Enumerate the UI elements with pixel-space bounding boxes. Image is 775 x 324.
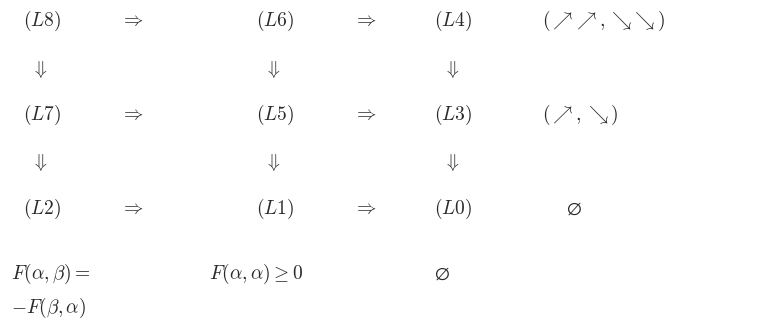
Text: $F(\alpha,\alpha) \geq 0$: $F(\alpha,\alpha) \geq 0$ bbox=[209, 261, 303, 286]
Text: $(\nearrow\!\nearrow,\searrow\!\searrow)$: $(\nearrow\!\nearrow,\searrow\!\searrow)… bbox=[542, 9, 666, 33]
Text: $\Rightarrow$: $\Rightarrow$ bbox=[353, 12, 377, 30]
Text: $\Rightarrow$: $\Rightarrow$ bbox=[353, 106, 377, 124]
Text: $\Downarrow$: $\Downarrow$ bbox=[264, 59, 280, 79]
Text: $\Downarrow$: $\Downarrow$ bbox=[443, 153, 460, 173]
Text: $(L8)$: $(L8)$ bbox=[23, 9, 61, 33]
Text: $\varnothing$: $\varnothing$ bbox=[434, 265, 450, 283]
Text: $(L0)$: $(L0)$ bbox=[434, 197, 472, 221]
Text: $\Rightarrow$: $\Rightarrow$ bbox=[353, 200, 377, 218]
Text: $\Downarrow$: $\Downarrow$ bbox=[31, 59, 47, 79]
Text: $\Downarrow$: $\Downarrow$ bbox=[31, 153, 47, 173]
Text: $(L5)$: $(L5)$ bbox=[256, 103, 294, 127]
Text: $\Downarrow$: $\Downarrow$ bbox=[443, 59, 460, 79]
Text: $(L3)$: $(L3)$ bbox=[434, 103, 472, 127]
Text: $\Downarrow$: $\Downarrow$ bbox=[264, 153, 280, 173]
Text: $(\nearrow,\searrow)$: $(\nearrow,\searrow)$ bbox=[542, 103, 619, 127]
Text: $F(\alpha,\beta) =$: $F(\alpha,\beta) =$ bbox=[11, 261, 90, 286]
Text: $\Rightarrow$: $\Rightarrow$ bbox=[120, 200, 144, 218]
Text: $\varnothing$: $\varnothing$ bbox=[566, 200, 582, 218]
Text: $\Rightarrow$: $\Rightarrow$ bbox=[120, 12, 144, 30]
Text: $(L7)$: $(L7)$ bbox=[23, 103, 61, 127]
Text: $(L2)$: $(L2)$ bbox=[23, 197, 61, 221]
Text: $(L4)$: $(L4)$ bbox=[434, 9, 472, 33]
Text: $(L6)$: $(L6)$ bbox=[256, 9, 294, 33]
Text: $(L1)$: $(L1)$ bbox=[256, 197, 294, 221]
Text: $-F(\beta,\alpha)$: $-F(\beta,\alpha)$ bbox=[11, 295, 86, 320]
Text: $\Rightarrow$: $\Rightarrow$ bbox=[120, 106, 144, 124]
